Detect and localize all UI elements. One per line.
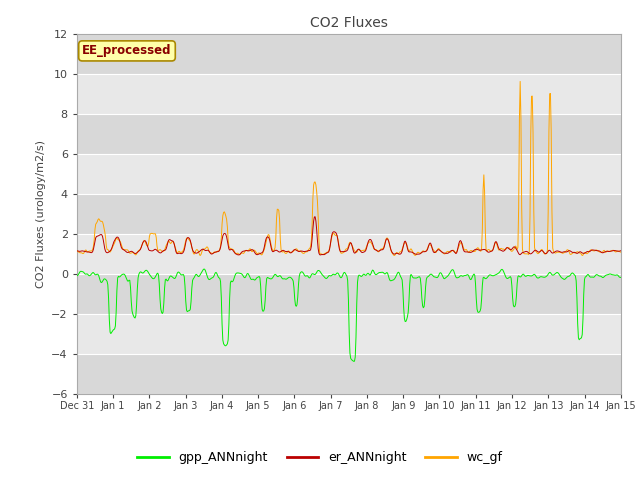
- Bar: [77, 114, 621, 154]
- gpp_ANNnight: [194, 273, 202, 279]
- Bar: [77, 274, 621, 313]
- gpp_ANNnight: [617, 275, 625, 280]
- er_ANNnight: [433, 249, 440, 254]
- wc_gf: [431, 250, 439, 255]
- wc_gf: [617, 249, 625, 255]
- gpp_ANNnight: [200, 266, 208, 272]
- Legend: gpp_ANNnight, er_ANNnight, wc_gf: gpp_ANNnight, er_ANNnight, wc_gf: [132, 446, 508, 469]
- gpp_ANNnight: [433, 275, 440, 280]
- gpp_ANNnight: [73, 273, 81, 278]
- er_ANNnight: [617, 248, 625, 253]
- Title: CO2 Fluxes: CO2 Fluxes: [310, 16, 388, 30]
- gpp_ANNnight: [417, 276, 424, 281]
- Line: er_ANNnight: er_ANNnight: [77, 217, 621, 255]
- er_ANNnight: [311, 214, 319, 220]
- er_ANNnight: [194, 250, 202, 255]
- er_ANNnight: [139, 240, 147, 246]
- wc_gf: [196, 252, 204, 258]
- gpp_ANNnight: [83, 271, 90, 277]
- wc_gf: [73, 248, 81, 253]
- wc_gf: [223, 224, 231, 229]
- er_ANNnight: [73, 248, 81, 254]
- er_ANNnight: [417, 251, 424, 256]
- Bar: [77, 34, 621, 73]
- Line: gpp_ANNnight: gpp_ANNnight: [77, 269, 621, 361]
- gpp_ANNnight: [223, 341, 231, 347]
- Y-axis label: CO2 Fluxes (urology/m2/s): CO2 Fluxes (urology/m2/s): [36, 140, 45, 288]
- wc_gf: [416, 250, 424, 256]
- Text: EE_processed: EE_processed: [82, 44, 172, 58]
- er_ANNnight: [317, 252, 324, 258]
- er_ANNnight: [223, 234, 230, 240]
- Line: wc_gf: wc_gf: [77, 82, 621, 255]
- Bar: [77, 193, 621, 234]
- wc_gf: [83, 248, 90, 254]
- Bar: [77, 354, 621, 394]
- gpp_ANNnight: [139, 270, 147, 276]
- wc_gf: [139, 240, 147, 246]
- gpp_ANNnight: [350, 359, 358, 364]
- wc_gf: [194, 248, 202, 253]
- er_ANNnight: [83, 249, 90, 255]
- wc_gf: [516, 79, 524, 84]
